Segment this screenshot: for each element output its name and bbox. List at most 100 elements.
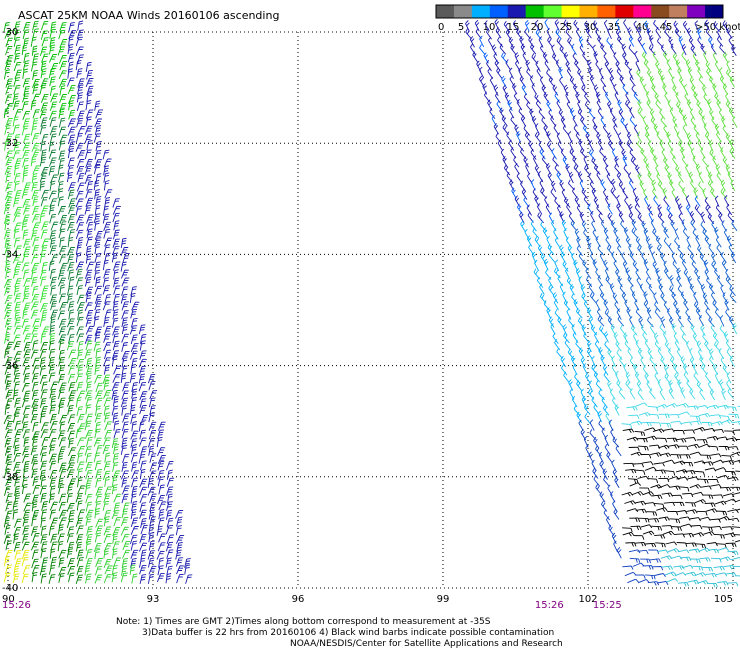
- wind-barb: [479, 44, 486, 56]
- wind-barb: [730, 451, 740, 457]
- wind-barb: [148, 412, 156, 423]
- wind-barb: [700, 454, 712, 460]
- wind-barb: [727, 446, 739, 451]
- wind-barb: [628, 212, 635, 223]
- wind-barb: [554, 259, 560, 271]
- wind-barb: [129, 564, 136, 575]
- wind-barb: [39, 212, 46, 224]
- wind-barb: [76, 549, 84, 560]
- wind-barb: [14, 485, 21, 496]
- wind-barb: [41, 221, 49, 231]
- wind-barb: [175, 549, 182, 560]
- wind-barb: [166, 517, 174, 528]
- wind-barb: [67, 157, 75, 167]
- wind-barb: [157, 495, 165, 505]
- wind-barb: [49, 101, 58, 111]
- wind-barb: [14, 492, 21, 503]
- wind-barb: [644, 427, 656, 432]
- wind-barb: [3, 415, 12, 425]
- wind-barb: [139, 564, 147, 575]
- wind-barb: [692, 565, 704, 571]
- wind-barb: [528, 36, 535, 48]
- wind-barb: [158, 533, 166, 543]
- wind-barb: [630, 525, 642, 531]
- wind-barb: [130, 452, 139, 463]
- wind-barb: [111, 438, 119, 449]
- wind-barb: [57, 188, 64, 199]
- wind-barb: [673, 460, 686, 466]
- wind-barb: [40, 68, 47, 79]
- wind-barb: [722, 460, 734, 465]
- wind-barb: [50, 21, 57, 32]
- wind-barb: [157, 447, 166, 457]
- wind-barb: [516, 203, 523, 215]
- wind-barb: [663, 428, 675, 433]
- wind-barb: [602, 84, 609, 96]
- wind-barb: [31, 325, 40, 335]
- wind-barb: [39, 365, 47, 376]
- wind-barb: [729, 76, 735, 88]
- wind-barb: [648, 243, 653, 256]
- wind-barb: [14, 550, 22, 560]
- wind-barb: [86, 221, 94, 232]
- wind-barb: [41, 309, 48, 320]
- wind-barb: [58, 245, 67, 255]
- wind-barb: [30, 301, 39, 311]
- wind-barb: [5, 45, 13, 56]
- wind-barb: [48, 260, 55, 271]
- wind-barb: [113, 493, 122, 503]
- wind-barb: [102, 500, 110, 511]
- wind-barb: [662, 187, 668, 200]
- wind-barb: [39, 293, 47, 303]
- wind-barb: [729, 285, 736, 296]
- wind-barb: [559, 244, 565, 256]
- wind-barb: [576, 380, 583, 392]
- wind-barb: [525, 163, 530, 175]
- wind-barb: [554, 309, 562, 320]
- wind-barb: [85, 381, 92, 392]
- wind-barb: [120, 470, 129, 480]
- wind-barb: [122, 413, 130, 423]
- wind-barb: [49, 388, 57, 399]
- wind-barb: [85, 253, 92, 264]
- wind-barb: [4, 317, 12, 328]
- wind-barb: [718, 140, 724, 152]
- wind-barb: [32, 28, 39, 39]
- wind-barb: [656, 172, 663, 184]
- wind-barb: [39, 84, 47, 95]
- wind-barb: [722, 292, 729, 304]
- wind-barb: [67, 126, 76, 136]
- wind-barb: [675, 165, 682, 176]
- wind-barb: [706, 435, 719, 441]
- wind-barb: [59, 237, 65, 248]
- wind-barb: [499, 43, 507, 55]
- wind-barb: [551, 148, 557, 160]
- wind-barb: [539, 283, 545, 295]
- wind-barb: [729, 355, 735, 368]
- wind-barb: [39, 109, 48, 119]
- wind-barb: [672, 84, 679, 96]
- wind-barb: [721, 388, 726, 400]
- wind-barb: [655, 27, 662, 39]
- wind-barb: [632, 463, 645, 468]
- wind-barb: [730, 179, 736, 192]
- wind-barb: [75, 46, 84, 56]
- wind-barb: [599, 491, 606, 503]
- wind-barb: [596, 308, 603, 320]
- wind-barb: [718, 515, 730, 521]
- wind-barb: [650, 452, 662, 457]
- wind-barb: [699, 388, 706, 401]
- wind-barb: [48, 190, 57, 200]
- wind-barb: [548, 76, 555, 88]
- wind-barb: [567, 179, 575, 191]
- wind-barb: [670, 356, 677, 368]
- wind-barb: [50, 533, 58, 544]
- wind-barb: [603, 19, 609, 32]
- wind-barb: [94, 326, 103, 336]
- wind-barb: [50, 221, 59, 231]
- wind-barb: [12, 150, 21, 160]
- note-line-1: Note: 1) Times are GMT 2)Times along bot…: [116, 617, 491, 627]
- wind-barb: [50, 300, 58, 311]
- wind-barb: [13, 222, 22, 232]
